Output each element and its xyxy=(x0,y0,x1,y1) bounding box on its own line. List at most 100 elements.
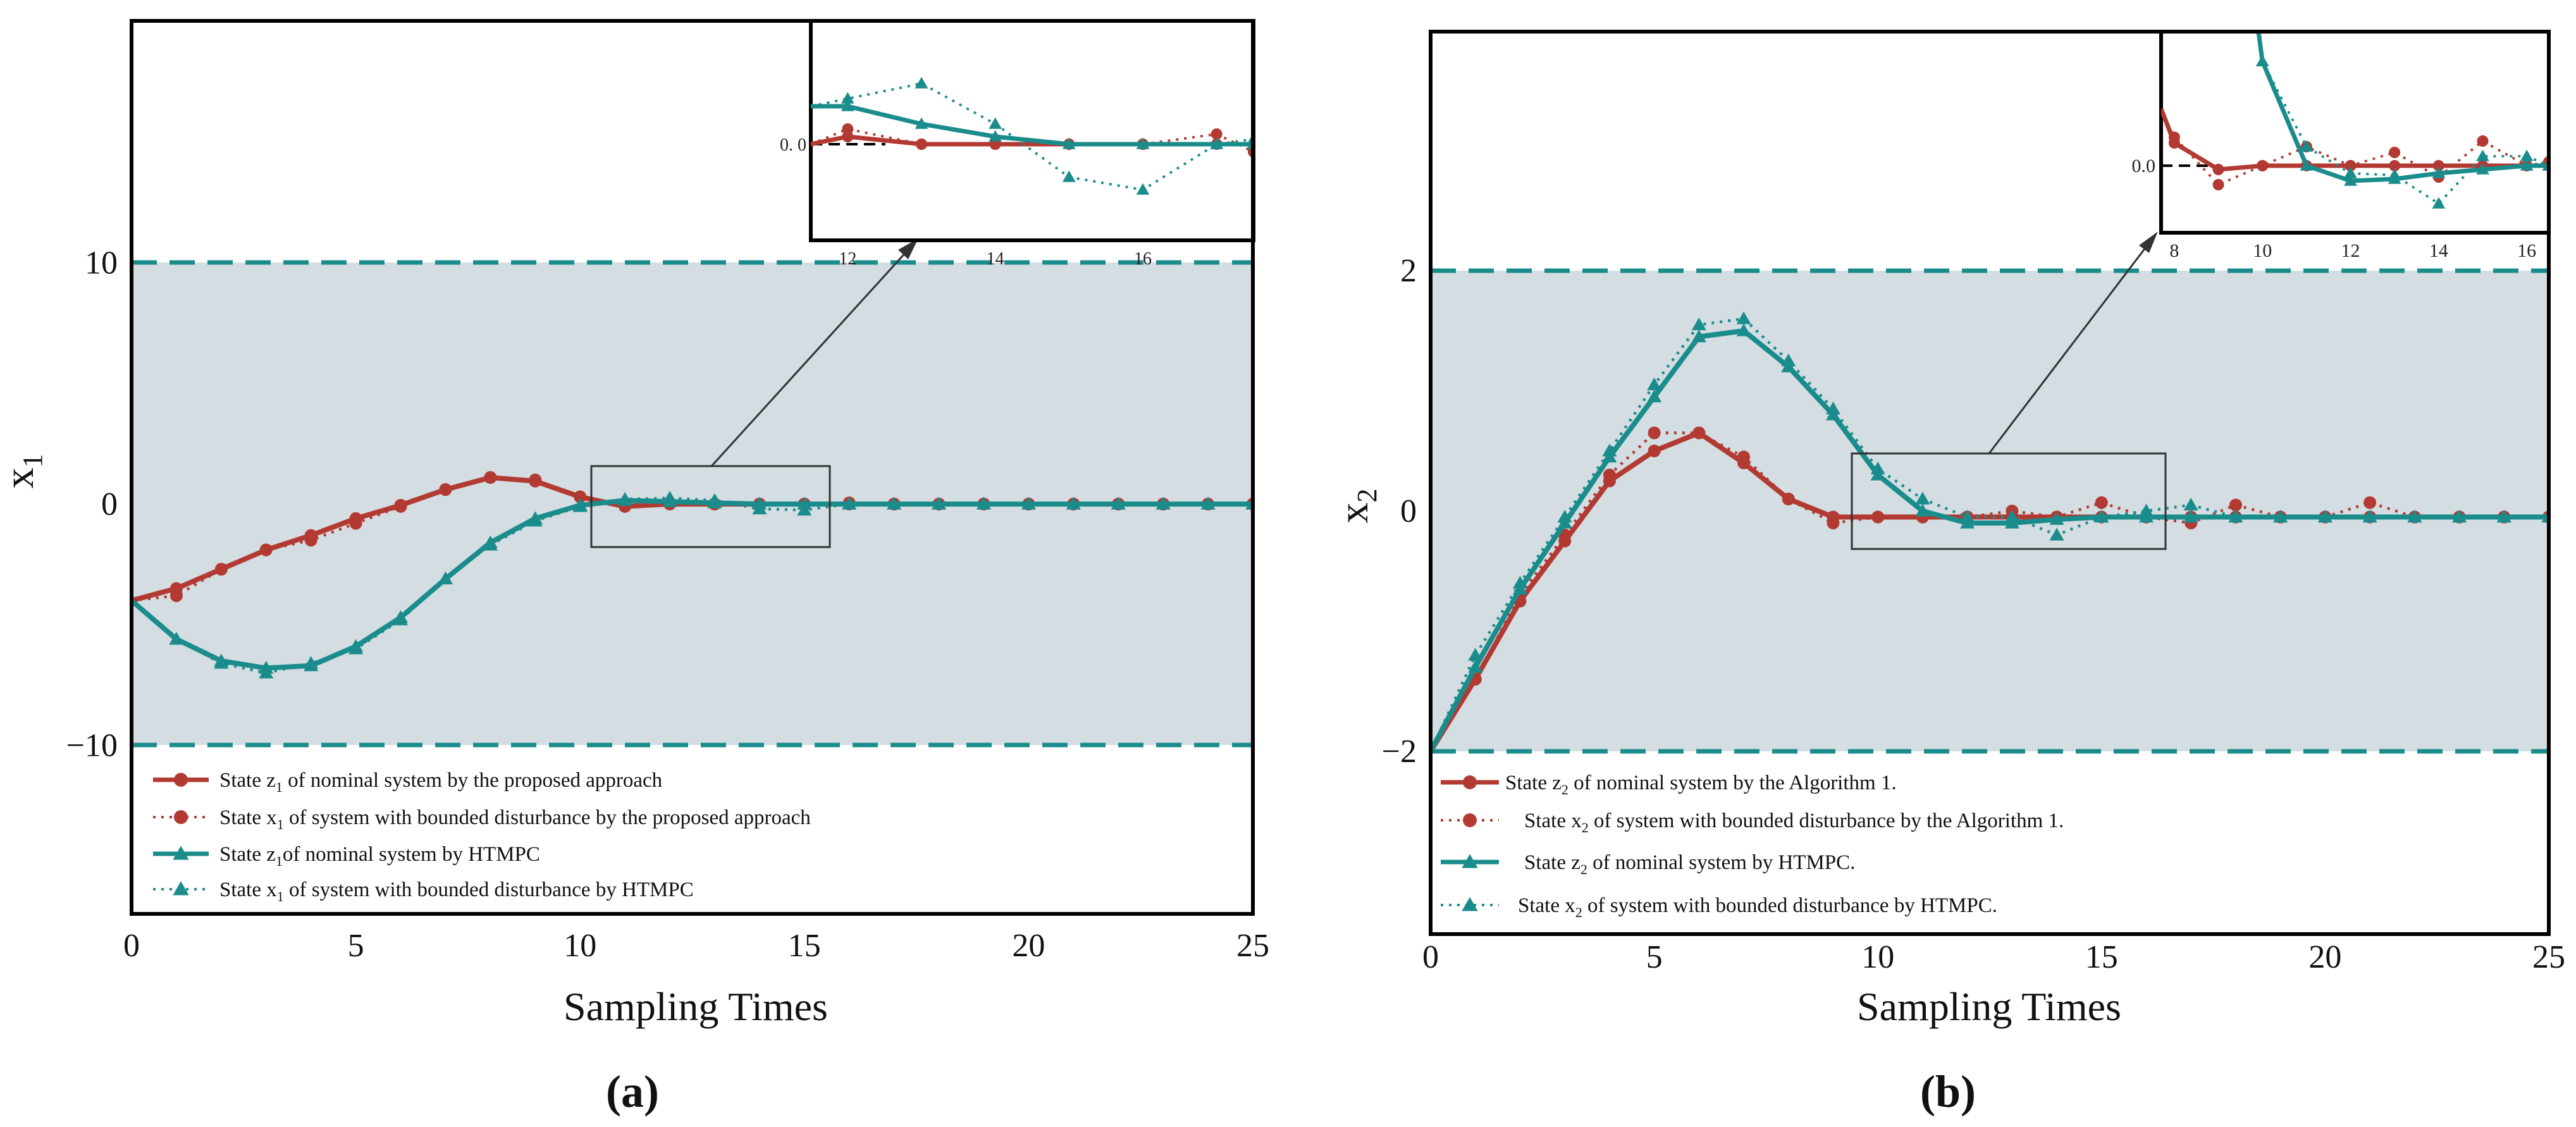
a-inset-series-3-line xyxy=(811,82,1254,192)
b-series-3-point xyxy=(2407,510,2422,523)
b-series-1-point xyxy=(1782,493,1795,505)
a-series-3-point xyxy=(169,632,184,645)
inset-b-xtick: 10 xyxy=(2253,240,2272,261)
b-inset-series-1-point xyxy=(2257,160,2269,171)
b-inset-series-0-point xyxy=(2389,160,2401,171)
b-series-3-point xyxy=(1825,402,1840,415)
b-series-3-point xyxy=(2139,503,2154,517)
x-tick-label-a: 0 xyxy=(123,928,140,964)
a-series-3-point xyxy=(393,612,409,625)
inset-a xyxy=(809,19,1255,242)
b-inset-series-0-point xyxy=(2212,164,2224,175)
b-inset-series-1-point xyxy=(2389,147,2401,158)
b-series-3-point xyxy=(2094,510,2109,523)
x-tick-label-b: 10 xyxy=(1861,939,1894,975)
a-inset-series-1-point xyxy=(842,123,854,135)
b-inset-series-2-point xyxy=(2520,159,2534,171)
a-inset-series-1-point xyxy=(916,139,927,150)
legend-a-marker xyxy=(174,810,188,824)
legend-a-label: State z1 of nominal system by the propos… xyxy=(219,769,663,795)
a-series-3-point xyxy=(438,571,453,584)
a-series-3-point xyxy=(1200,496,1216,510)
inset-b xyxy=(2159,30,2551,235)
x-tick-label-a: 10 xyxy=(564,928,596,964)
inset-a-xtick: 12 xyxy=(839,249,856,269)
a-series-3-point xyxy=(752,502,767,515)
b-series-2-point xyxy=(2049,512,2064,525)
legend-b-marker xyxy=(1463,813,1477,827)
x-tick-label-b: 15 xyxy=(2085,939,2118,975)
b-inset-series-0-point xyxy=(2432,160,2444,171)
b-inset-series-1-point xyxy=(2345,160,2357,171)
legend-b-marker xyxy=(1463,775,1477,789)
b-series-3-point xyxy=(2362,510,2377,523)
b-series-3-line xyxy=(1431,317,2549,752)
legend-a-marker xyxy=(173,846,189,860)
inset-b-ytick: 0.0 xyxy=(2132,156,2156,176)
zoom-arrowhead-a xyxy=(898,238,918,259)
b-series-3-point xyxy=(1602,443,1617,457)
panel-label-a: (a) xyxy=(606,1066,659,1117)
a-series-3-point xyxy=(976,496,991,510)
b-series-3-point xyxy=(2452,510,2467,523)
b-series-1-point xyxy=(1603,469,1616,481)
b-series-3-point xyxy=(1736,311,1751,324)
a-series-1-point xyxy=(169,589,183,602)
b-inset-series-3-point xyxy=(2476,149,2489,161)
b-series-3-point xyxy=(2004,510,2019,523)
a-series-3-point xyxy=(932,496,947,510)
b-series-3-point xyxy=(1647,378,1662,391)
panel-b-chart: 0.0 8 10 12 14 16 0 5 10 15 20 25 −2 0 2 x2 Sampling… xyxy=(1331,30,2565,1117)
a-inset-series-2-point xyxy=(841,99,854,111)
a-series-3-point xyxy=(1066,496,1081,510)
a-inset-series-3-point xyxy=(1210,137,1224,149)
b-inset-series-2-point xyxy=(2476,163,2489,175)
a-series-3-point xyxy=(572,499,588,512)
legend-a: State z1 of nominal system by the propos… xyxy=(153,769,811,904)
y-tick-label-a: −10 xyxy=(66,728,118,764)
b-series-1-point xyxy=(2229,498,2242,512)
legend-a-marker xyxy=(174,773,188,787)
a-series-3-point xyxy=(887,496,902,510)
a-series-1-point xyxy=(529,473,542,486)
inset-b-xtick: 14 xyxy=(2429,240,2448,261)
zoom-box-a xyxy=(590,465,831,548)
a-series-3-point xyxy=(214,656,229,669)
b-series-3-point xyxy=(1691,317,1706,331)
inset-a-xtick: 14 xyxy=(987,249,1004,269)
y-axis-label-a: x1 xyxy=(0,454,48,489)
a-series-3-point xyxy=(304,656,319,669)
b-series-2-point xyxy=(1691,329,1706,343)
zoom-box-b xyxy=(1851,452,2167,550)
a-inset-series-3-point xyxy=(1136,183,1150,195)
a-series-1-point xyxy=(304,534,317,547)
legend-b-label: State x2 of system with bounded disturba… xyxy=(1524,810,2064,835)
inset-b-xtick: 16 xyxy=(2517,240,2536,261)
b-series-3-point xyxy=(1960,510,1975,523)
x-tick-label-a: 20 xyxy=(1012,928,1045,964)
a-series-1-point xyxy=(394,500,407,513)
a-series-3-point xyxy=(707,493,722,506)
legend-b-label: State z2 of nominal system by HTMPC. xyxy=(1524,851,1855,877)
legend-a-label: State z1of nominal system by HTMPC xyxy=(219,843,540,869)
a-series-3-point xyxy=(527,514,543,527)
b-inset-series-3-point xyxy=(2255,54,2269,66)
b-series-1-point xyxy=(1871,510,1885,524)
b-inset-series-2-point xyxy=(2300,159,2314,171)
b-inset-series-2-point xyxy=(2344,174,2357,186)
b-series-3-point xyxy=(1870,462,1885,475)
b-series-1-point xyxy=(2363,496,2377,509)
x-axis-label-a: Sampling Times xyxy=(564,984,828,1029)
a-series-3-line xyxy=(132,496,1253,675)
b-series-3-point xyxy=(1915,491,1930,505)
a-series-1-point xyxy=(439,483,452,496)
x-tick-label-a: 25 xyxy=(1236,928,1269,964)
a-inset-series-2-line xyxy=(811,104,1254,147)
inset-b-xtick: 8 xyxy=(2169,240,2179,261)
b-series-2-point xyxy=(1647,390,1662,403)
a-inset-series-3-point xyxy=(1062,170,1076,182)
a-series-3-point xyxy=(1111,496,1126,510)
a-series-1-point xyxy=(484,471,497,484)
b-inset-series-3-point xyxy=(2344,166,2357,178)
